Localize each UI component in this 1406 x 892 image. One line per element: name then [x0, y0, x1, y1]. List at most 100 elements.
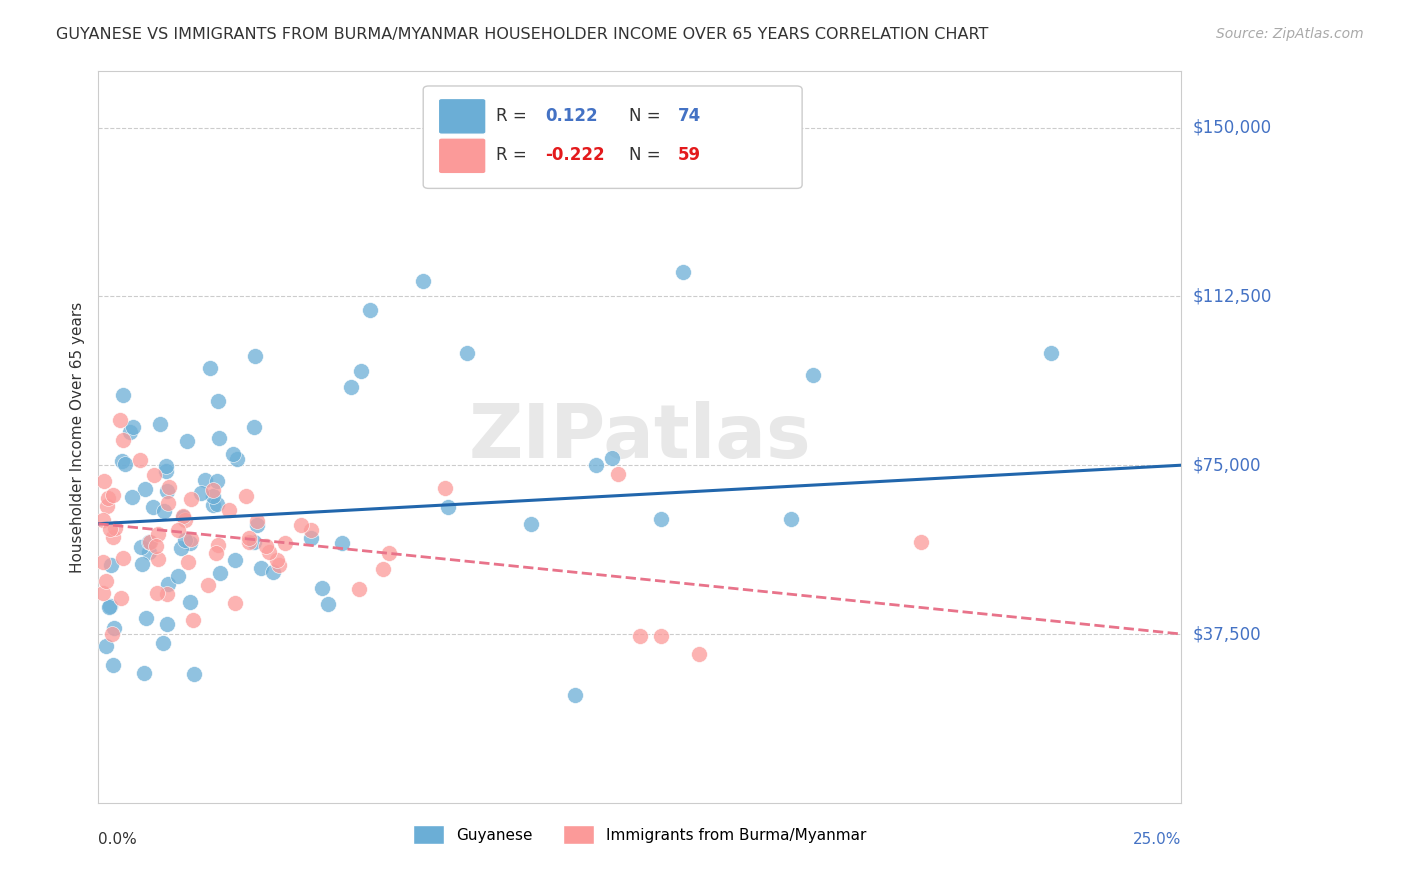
- Point: [110, 591, 132, 605]
- Point: [166, 523, 188, 537]
- Point: [246, 514, 269, 528]
- Point: [202, 483, 225, 498]
- Point: [129, 540, 152, 554]
- Point: [246, 517, 269, 532]
- Point: [177, 555, 200, 569]
- Point: [101, 488, 124, 502]
- Point: [121, 490, 143, 504]
- Point: [139, 534, 162, 549]
- Point: [176, 434, 198, 449]
- Point: [159, 480, 181, 494]
- Point: [142, 500, 165, 514]
- Point: [179, 595, 201, 609]
- Point: [94, 574, 117, 588]
- Point: [672, 265, 695, 279]
- Text: R =: R =: [496, 107, 531, 125]
- Text: N =: N =: [628, 107, 666, 125]
- Point: [299, 524, 322, 538]
- Point: [91, 555, 114, 569]
- Point: [183, 666, 205, 681]
- Point: [153, 504, 176, 518]
- Text: -0.222: -0.222: [546, 146, 605, 164]
- Point: [801, 368, 824, 383]
- Point: [688, 647, 710, 661]
- Point: [650, 629, 672, 643]
- Point: [172, 509, 194, 524]
- Point: [221, 447, 243, 461]
- Point: [194, 473, 217, 487]
- Point: [207, 394, 229, 409]
- Point: [170, 541, 193, 556]
- Text: 74: 74: [678, 107, 700, 125]
- Text: Source: ZipAtlas.com: Source: ZipAtlas.com: [1216, 27, 1364, 41]
- Point: [607, 467, 630, 482]
- Point: [235, 490, 257, 504]
- Point: [628, 629, 651, 643]
- Point: [108, 413, 131, 427]
- Y-axis label: Householder Income Over 65 years: Householder Income Over 65 years: [69, 301, 84, 573]
- Point: [156, 587, 179, 601]
- Point: [412, 274, 434, 288]
- Point: [218, 503, 240, 517]
- Point: [180, 491, 202, 506]
- Point: [250, 560, 273, 574]
- Point: [332, 536, 354, 550]
- Legend: Guyanese, Immigrants from Burma/Myanmar: Guyanese, Immigrants from Burma/Myanmar: [408, 819, 872, 850]
- Point: [456, 345, 478, 359]
- FancyBboxPatch shape: [439, 138, 486, 174]
- Point: [100, 558, 122, 572]
- Point: [274, 536, 297, 550]
- Point: [114, 457, 136, 471]
- Point: [208, 431, 231, 445]
- Text: $112,500: $112,500: [1192, 287, 1271, 305]
- Point: [780, 512, 803, 526]
- Point: [174, 513, 197, 527]
- Point: [94, 639, 117, 653]
- Point: [155, 464, 177, 478]
- Point: [226, 452, 249, 467]
- Point: [181, 613, 204, 627]
- Point: [97, 600, 120, 615]
- Point: [138, 545, 160, 559]
- Point: [152, 636, 174, 650]
- Point: [207, 538, 229, 552]
- Text: $37,500: $37,500: [1192, 625, 1261, 643]
- Point: [142, 467, 165, 482]
- Point: [437, 500, 460, 514]
- Point: [299, 531, 322, 545]
- Text: 0.0%: 0.0%: [98, 832, 138, 847]
- Point: [1040, 345, 1063, 359]
- Point: [156, 483, 179, 498]
- Text: ZIPatlas: ZIPatlas: [468, 401, 811, 474]
- Text: N =: N =: [628, 146, 666, 164]
- Point: [224, 552, 246, 566]
- Point: [156, 617, 179, 632]
- Point: [910, 534, 932, 549]
- Point: [112, 550, 135, 565]
- Point: [157, 577, 180, 591]
- Point: [174, 533, 197, 547]
- Point: [135, 611, 157, 625]
- Point: [132, 665, 155, 680]
- Point: [378, 545, 401, 559]
- Point: [111, 433, 134, 447]
- Point: [243, 535, 266, 549]
- Point: [371, 562, 394, 576]
- Point: [129, 453, 152, 467]
- Point: [134, 482, 156, 496]
- FancyBboxPatch shape: [423, 86, 801, 188]
- Point: [118, 425, 141, 439]
- Point: [564, 688, 586, 702]
- Point: [520, 516, 543, 531]
- Point: [122, 419, 145, 434]
- Point: [340, 380, 363, 394]
- Point: [103, 621, 125, 635]
- Point: [101, 627, 124, 641]
- Text: 0.122: 0.122: [546, 107, 598, 125]
- Point: [145, 539, 167, 553]
- Point: [172, 509, 194, 524]
- Text: $75,000: $75,000: [1192, 456, 1261, 475]
- FancyBboxPatch shape: [439, 98, 486, 135]
- Point: [201, 498, 224, 512]
- Point: [97, 491, 120, 505]
